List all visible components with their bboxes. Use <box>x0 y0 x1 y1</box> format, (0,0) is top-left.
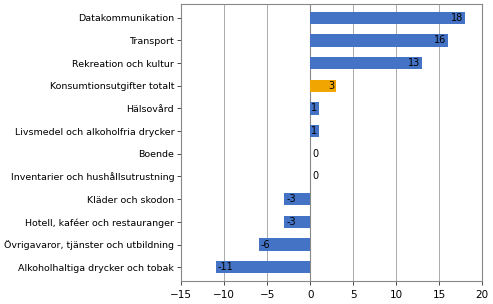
Bar <box>284 193 310 206</box>
Bar <box>310 80 336 92</box>
Bar <box>284 216 310 228</box>
Bar <box>310 102 319 115</box>
Bar <box>258 238 310 251</box>
Text: 0: 0 <box>313 171 319 181</box>
Bar <box>310 125 319 137</box>
Text: -11: -11 <box>217 262 233 272</box>
Text: -3: -3 <box>286 217 296 227</box>
Text: 3: 3 <box>328 81 334 91</box>
Bar <box>310 12 465 24</box>
Bar <box>310 57 422 69</box>
Text: 1: 1 <box>311 103 317 113</box>
Text: 0: 0 <box>313 149 319 159</box>
Bar <box>215 261 310 273</box>
Bar <box>310 34 448 47</box>
Text: -6: -6 <box>260 240 270 250</box>
Text: 18: 18 <box>451 13 463 23</box>
Text: 1: 1 <box>311 126 317 136</box>
Text: 16: 16 <box>434 36 446 45</box>
Text: -3: -3 <box>286 194 296 204</box>
Text: 13: 13 <box>408 58 421 68</box>
